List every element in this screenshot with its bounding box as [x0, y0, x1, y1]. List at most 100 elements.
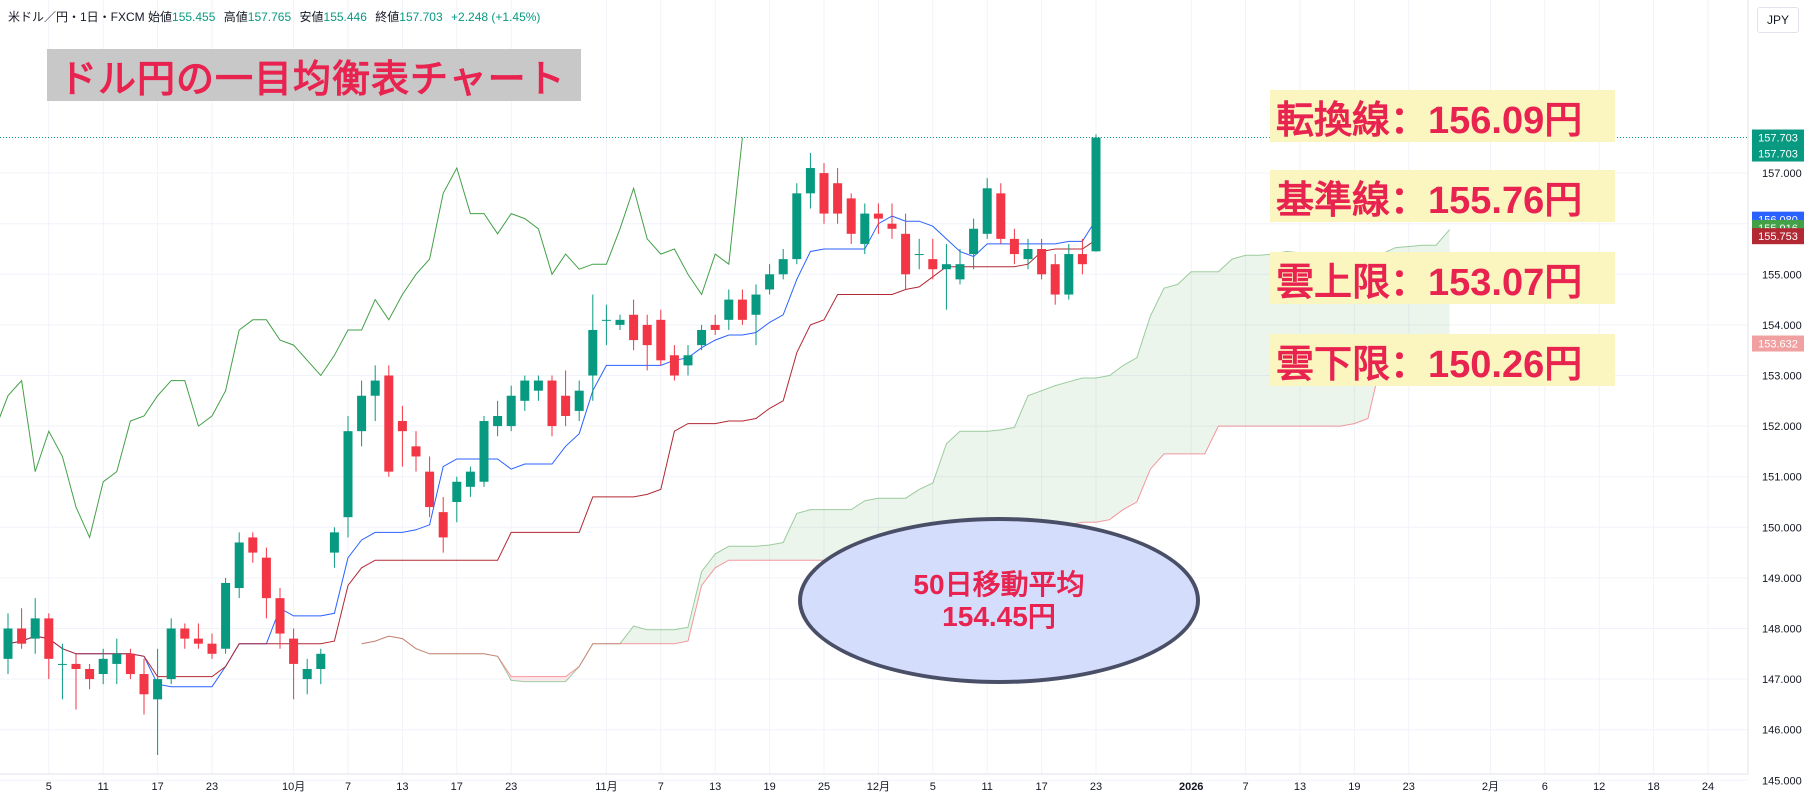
- currency-button[interactable]: JPY: [1757, 7, 1799, 33]
- time-tick-label: 25: [818, 781, 830, 793]
- price-tag: [1752, 228, 1804, 245]
- candle-body: [397, 421, 407, 432]
- time-tick-label: 13: [709, 781, 721, 793]
- price-tick-label: 157.000: [1762, 168, 1802, 180]
- candle-body: [384, 375, 394, 472]
- kumo-cloud-segment: [1000, 427, 1015, 525]
- time-tick-label: 13: [1294, 781, 1306, 793]
- kumo-cloud-segment: [524, 676, 539, 682]
- kumo-cloud-segment: [688, 571, 702, 642]
- price-tick-label: 153.000: [1762, 371, 1802, 383]
- candle-body: [465, 471, 475, 487]
- candle-body: [901, 233, 911, 275]
- candle-body: [1037, 249, 1047, 275]
- candle-body: [289, 638, 299, 664]
- price-tick-label: 147.000: [1762, 674, 1802, 686]
- symbol-name[interactable]: 米ドル／円・1日・FXCM: [8, 10, 145, 24]
- time-tick-label: 23: [1090, 781, 1102, 793]
- kumo-cloud-segment: [796, 509, 811, 561]
- candle-body: [479, 421, 489, 482]
- time-tick-label: 18: [1647, 781, 1659, 793]
- kumo-cloud-segment: [756, 545, 770, 561]
- candle-body: [765, 274, 775, 290]
- candle-body: [343, 431, 353, 518]
- kumo-cloud-segment: [1068, 378, 1083, 525]
- candle-body: [629, 314, 639, 341]
- kumo-cloud-segment: [660, 629, 675, 644]
- candle-body: [724, 299, 734, 320]
- cloud-lower-annotation: 雲下限：150.26円: [1270, 334, 1615, 386]
- candle-body: [642, 324, 652, 346]
- candle-body: [248, 537, 258, 553]
- kumo-cloud-segment: [769, 542, 784, 561]
- candle-body: [805, 168, 815, 194]
- time-tick-label: 5: [930, 781, 936, 793]
- kumo-cloud-segment: [728, 546, 743, 561]
- open-label: 始値: [148, 10, 173, 24]
- candle-body: [275, 598, 285, 634]
- open-value: 155.455: [172, 10, 216, 24]
- candle-body: [112, 653, 122, 664]
- candle-body: [234, 542, 244, 589]
- kumo-cloud-segment: [633, 625, 648, 644]
- candle-body: [914, 254, 924, 256]
- candle-body: [411, 446, 421, 457]
- kumo-cloud-segment: [1218, 259, 1232, 427]
- time-tick-label: 23: [1403, 781, 1415, 793]
- candle-body: [615, 319, 625, 325]
- candle-body: [98, 658, 108, 675]
- low-label: 安値: [299, 10, 324, 24]
- candle-body: [601, 319, 611, 321]
- candle-body: [819, 173, 829, 214]
- candle-body: [737, 299, 747, 320]
- time-tick-label: 12: [1593, 781, 1605, 793]
- kijun-sen-line: [7, 239, 1097, 678]
- candle-body: [1064, 254, 1074, 295]
- candle-body: [996, 193, 1006, 239]
- candle-body: [193, 638, 203, 644]
- candle-body: [57, 663, 67, 665]
- kumo-cloud-segment: [960, 431, 974, 525]
- price-tag-label: 155.753: [1758, 231, 1798, 243]
- kumo-cloud-segment: [1150, 288, 1164, 470]
- candle-body: [928, 259, 938, 270]
- cloud-upper-annotation: 雲上限：153.07円: [1270, 252, 1615, 304]
- symbol-info-bar: 米ドル／円・1日・FXCM 始値155.455 高値157.765 安値155.…: [8, 8, 545, 25]
- candle-body: [438, 512, 448, 538]
- price-tag: [1752, 335, 1804, 352]
- time-tick-label: 5: [46, 781, 52, 793]
- close-value: 157.703: [399, 10, 443, 24]
- kumo-cloud-segment: [742, 546, 756, 561]
- candle-body: [941, 264, 951, 270]
- time-tick-label: 2月: [1482, 781, 1499, 793]
- candle-body: [85, 668, 95, 680]
- price-tag: [1752, 145, 1804, 162]
- time-tick-label: 7: [658, 781, 664, 793]
- candle-body: [3, 628, 13, 659]
- kumo-cloud-segment: [824, 509, 838, 561]
- ma-value: 154.45円: [942, 600, 1056, 632]
- candle-body: [17, 628, 27, 644]
- candle-body: [153, 679, 163, 700]
- time-tick-label: 7: [345, 781, 351, 793]
- kumo-cloud-segment: [674, 627, 688, 644]
- candle-body: [139, 674, 149, 695]
- change-value: +2.248 (+1.45%): [451, 10, 541, 24]
- candle-body: [656, 319, 666, 361]
- kumo-cloud-segment: [1109, 365, 1124, 520]
- kumo-cloud-segment: [1082, 378, 1096, 523]
- time-tick-label: 23: [206, 781, 218, 793]
- price-tag: [1752, 129, 1804, 146]
- time-tick-label: 19: [1348, 781, 1360, 793]
- kumo-cloud-segment: [783, 513, 797, 561]
- time-tick-label: 13: [396, 781, 408, 793]
- candle-body: [955, 264, 965, 280]
- kumo-cloud-segment: [715, 546, 729, 568]
- price-tick-label: 152.000: [1762, 421, 1802, 433]
- price-tag-label: 153.632: [1758, 339, 1798, 351]
- candle-body: [425, 471, 435, 508]
- candle-body: [669, 355, 679, 376]
- ma-label: 50日移動平均: [913, 568, 1085, 600]
- candle-body: [533, 380, 543, 391]
- time-tick-label: 11月: [595, 781, 617, 793]
